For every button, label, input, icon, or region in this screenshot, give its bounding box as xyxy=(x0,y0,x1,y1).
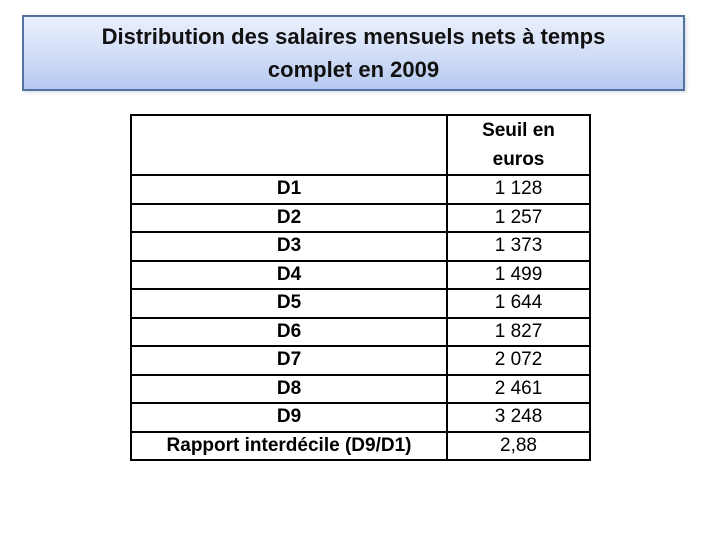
threshold-value: 3 248 xyxy=(446,402,591,433)
threshold-value: 2 461 xyxy=(446,373,591,404)
threshold-value: 2,88 xyxy=(446,430,591,461)
table-row: D8 2 461 xyxy=(130,373,591,404)
table-row: D6 1 827 xyxy=(130,316,591,347)
table-row: D5 1 644 xyxy=(130,288,591,319)
threshold-value: 1 373 xyxy=(446,231,591,262)
decile-label: D3 xyxy=(130,231,448,262)
threshold-column-header: Seuil en euros xyxy=(446,114,591,176)
decile-label: D9 xyxy=(130,402,448,433)
threshold-value: 1 257 xyxy=(446,202,591,233)
threshold-value: 2 072 xyxy=(446,345,591,376)
table-row: D3 1 373 xyxy=(130,231,591,262)
decile-label: D5 xyxy=(130,288,448,319)
threshold-value: 1 499 xyxy=(446,259,591,290)
deciles-table: Seuil en euros D1 1 128 D2 1 257 D3 1 37… xyxy=(130,114,591,461)
decile-label: Rapport interdécile (D9/D1) xyxy=(130,430,448,461)
threshold-column-header-label: Seuil en euros xyxy=(482,120,555,170)
threshold-value: 1 827 xyxy=(446,316,591,347)
header-blank-cell xyxy=(130,114,448,176)
table-row: Rapport interdécile (D9/D1) 2,88 xyxy=(130,430,591,461)
title-banner: Distribution des salaires mensuels nets … xyxy=(22,15,685,91)
slide-title: Distribution des salaires mensuels nets … xyxy=(101,24,606,82)
threshold-value: 1 128 xyxy=(446,174,591,205)
table-row: D7 2 072 xyxy=(130,345,591,376)
decile-label: D4 xyxy=(130,259,448,290)
table-header-row: Seuil en euros xyxy=(130,114,591,176)
decile-label: D7 xyxy=(130,345,448,376)
table-row: D2 1 257 xyxy=(130,202,591,233)
decile-label: D1 xyxy=(130,174,448,205)
threshold-value: 1 644 xyxy=(446,288,591,319)
table-row: D1 1 128 xyxy=(130,174,591,205)
decile-label: D2 xyxy=(130,202,448,233)
decile-label: D8 xyxy=(130,373,448,404)
decile-label: D6 xyxy=(130,316,448,347)
table-row: D9 3 248 xyxy=(130,402,591,433)
table-row: D4 1 499 xyxy=(130,259,591,290)
